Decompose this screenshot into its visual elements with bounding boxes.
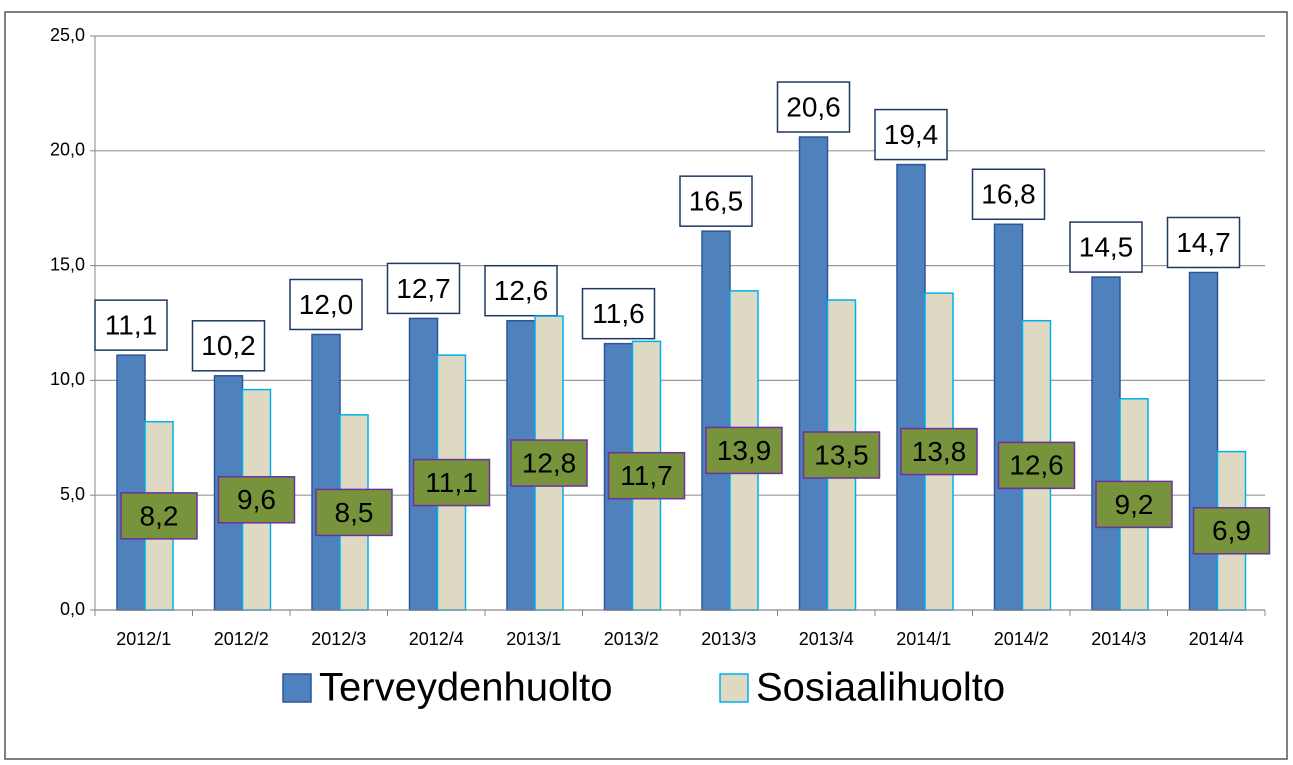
value-label-box xyxy=(217,476,296,524)
y-tick-label: 15,0 xyxy=(50,254,85,274)
value-label-box xyxy=(802,431,881,479)
bar xyxy=(1188,271,1219,611)
value-label-box xyxy=(386,262,461,315)
x-tick-label: 2013/4 xyxy=(799,629,854,649)
x-tick-label: 2012/1 xyxy=(116,629,171,649)
bar xyxy=(1091,276,1121,611)
legend-label: Terveydenhuolto xyxy=(319,666,613,710)
bar xyxy=(311,333,341,611)
y-tick-label: 25,0 xyxy=(50,25,85,45)
x-tick-label: 2012/4 xyxy=(409,629,464,649)
value-label-box xyxy=(705,426,783,475)
value-label: 12,6 xyxy=(1009,450,1064,481)
value-label: 13,8 xyxy=(912,436,967,467)
x-tick-label: 2013/1 xyxy=(506,629,561,649)
value-label-box xyxy=(581,287,656,340)
value-label-box xyxy=(607,451,686,500)
x-tick-label: 2013/2 xyxy=(604,629,659,649)
value-label-box xyxy=(484,264,558,317)
value-label: 13,5 xyxy=(814,439,869,470)
value-label: 12,8 xyxy=(522,447,577,478)
bar xyxy=(993,223,1024,611)
value-label: 11,6 xyxy=(592,298,644,329)
value-label-box xyxy=(1166,216,1241,269)
x-tick-label: 2014/1 xyxy=(896,629,951,649)
value-label: 14,5 xyxy=(1079,231,1134,262)
value-label-box xyxy=(412,458,491,507)
value-label: 8,2 xyxy=(140,500,179,531)
x-tick-label: 2014/2 xyxy=(994,629,1049,649)
value-label-box xyxy=(679,175,753,227)
bar xyxy=(896,163,926,611)
value-label-box xyxy=(1192,507,1271,555)
y-tick-label: 10,0 xyxy=(50,369,85,389)
bar xyxy=(701,230,731,611)
value-label: 11,1 xyxy=(425,467,477,498)
value-label-box xyxy=(315,488,393,537)
y-tick-label: 0,0 xyxy=(60,599,85,619)
value-label-box xyxy=(1069,221,1143,273)
value-label-box xyxy=(510,439,588,487)
value-label: 12,0 xyxy=(299,289,354,320)
value-label-box xyxy=(997,441,1076,490)
value-label: 8,5 xyxy=(335,497,374,528)
legend-label: Sosiaalihuolto xyxy=(756,666,1005,710)
x-tick-label: 2012/2 xyxy=(214,629,269,649)
value-label: 9,6 xyxy=(237,484,276,515)
legend-swatch xyxy=(719,673,749,703)
value-label-box xyxy=(191,320,266,372)
bar xyxy=(116,354,146,611)
value-label: 19,4 xyxy=(884,119,939,150)
y-tick-label: 20,0 xyxy=(50,140,85,160)
legend-swatch xyxy=(282,673,312,703)
value-label: 14,7 xyxy=(1176,227,1231,258)
value-label: 16,5 xyxy=(689,186,744,217)
value-label: 12,7 xyxy=(396,273,451,304)
x-tick-label: 2014/3 xyxy=(1091,629,1146,649)
value-label: 12,6 xyxy=(494,275,549,306)
value-label: 13,9 xyxy=(717,435,772,466)
value-label: 20,6 xyxy=(786,91,841,122)
value-label: 11,7 xyxy=(620,460,672,491)
bar xyxy=(798,136,829,611)
value-label: 16,8 xyxy=(981,179,1036,210)
value-label-box xyxy=(900,427,978,476)
x-tick-label: 2014/4 xyxy=(1189,629,1244,649)
value-label-box xyxy=(776,81,851,133)
value-label-box xyxy=(94,299,168,351)
value-label-box xyxy=(874,108,948,161)
x-tick-label: 2012/3 xyxy=(311,629,366,649)
value-label-box xyxy=(289,278,363,331)
value-label: 6,9 xyxy=(1212,515,1251,546)
value-label: 10,2 xyxy=(201,330,256,361)
y-tick-label: 5,0 xyxy=(60,484,85,504)
value-label-box xyxy=(1095,480,1173,529)
value-label: 9,2 xyxy=(1115,489,1154,520)
x-tick-label: 2013/3 xyxy=(701,629,756,649)
value-label-box xyxy=(971,168,1046,221)
value-label: 11,1 xyxy=(105,310,157,341)
value-label-box xyxy=(120,492,198,540)
